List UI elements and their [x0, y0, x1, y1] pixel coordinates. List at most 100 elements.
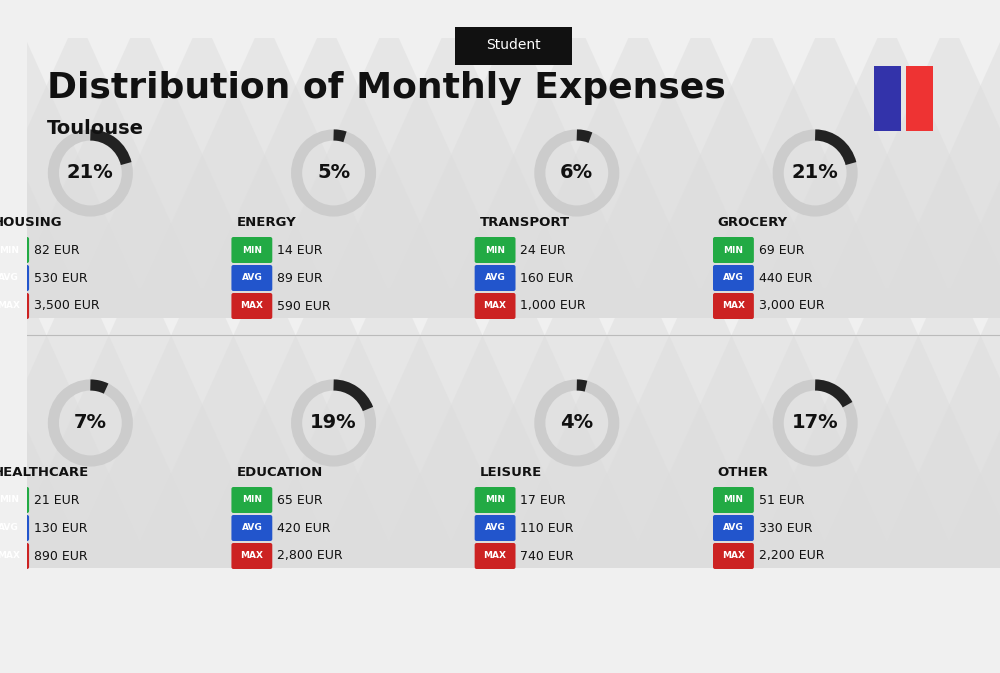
Polygon shape [751, 288, 1000, 568]
Polygon shape [377, 288, 650, 568]
FancyBboxPatch shape [713, 487, 754, 513]
Polygon shape [0, 38, 152, 318]
Text: 51 EUR: 51 EUR [759, 493, 804, 507]
FancyBboxPatch shape [0, 487, 29, 513]
FancyBboxPatch shape [475, 265, 516, 291]
Polygon shape [191, 288, 463, 568]
Text: MIN: MIN [242, 246, 262, 254]
FancyBboxPatch shape [0, 543, 29, 569]
Polygon shape [0, 288, 152, 568]
Text: AVG: AVG [0, 273, 19, 283]
FancyBboxPatch shape [231, 515, 272, 541]
Text: MIN: MIN [723, 246, 743, 254]
Text: HEALTHCARE: HEALTHCARE [0, 466, 89, 479]
Polygon shape [128, 288, 401, 568]
Text: AVG: AVG [241, 524, 262, 532]
Text: 1,000 EUR: 1,000 EUR [520, 299, 586, 312]
Text: GROCERY: GROCERY [718, 217, 788, 229]
Polygon shape [66, 288, 338, 568]
FancyBboxPatch shape [231, 293, 272, 319]
Polygon shape [0, 38, 214, 318]
FancyBboxPatch shape [231, 487, 272, 513]
Text: MIN: MIN [242, 495, 262, 505]
FancyBboxPatch shape [475, 543, 516, 569]
Text: MIN: MIN [723, 495, 743, 505]
Polygon shape [689, 38, 961, 318]
Text: MIN: MIN [0, 495, 19, 505]
Polygon shape [751, 38, 1000, 318]
Text: MAX: MAX [484, 551, 507, 561]
Polygon shape [875, 38, 1000, 318]
Text: 530 EUR: 530 EUR [34, 271, 88, 285]
Text: AVG: AVG [485, 273, 505, 283]
Polygon shape [0, 288, 27, 568]
Polygon shape [938, 38, 1000, 318]
FancyBboxPatch shape [713, 543, 754, 569]
Text: 6%: 6% [560, 164, 593, 182]
Text: 21%: 21% [67, 164, 114, 182]
Polygon shape [0, 288, 214, 568]
Polygon shape [440, 38, 712, 318]
Polygon shape [0, 38, 27, 318]
Text: 17%: 17% [792, 413, 838, 433]
Text: OTHER: OTHER [718, 466, 769, 479]
Text: AVG: AVG [241, 273, 262, 283]
Polygon shape [0, 38, 89, 318]
Text: 5%: 5% [317, 164, 350, 182]
Polygon shape [253, 38, 525, 318]
Text: LEISURE: LEISURE [480, 466, 542, 479]
Text: MAX: MAX [240, 551, 263, 561]
Text: 330 EUR: 330 EUR [759, 522, 812, 534]
Text: AVG: AVG [723, 273, 744, 283]
Polygon shape [689, 288, 961, 568]
Text: 890 EUR: 890 EUR [34, 549, 88, 563]
Polygon shape [875, 288, 1000, 568]
FancyBboxPatch shape [874, 65, 901, 131]
Text: 160 EUR: 160 EUR [520, 271, 574, 285]
Polygon shape [564, 288, 837, 568]
Text: 65 EUR: 65 EUR [277, 493, 323, 507]
Text: 130 EUR: 130 EUR [34, 522, 87, 534]
FancyBboxPatch shape [0, 237, 29, 263]
Text: 21%: 21% [792, 164, 839, 182]
Text: ENERGY: ENERGY [236, 217, 296, 229]
Text: 590 EUR: 590 EUR [277, 299, 331, 312]
Polygon shape [315, 38, 588, 318]
Text: MAX: MAX [0, 551, 20, 561]
FancyBboxPatch shape [713, 265, 754, 291]
Polygon shape [191, 38, 463, 318]
Text: MIN: MIN [0, 246, 19, 254]
Text: 7%: 7% [74, 413, 107, 433]
Text: 740 EUR: 740 EUR [520, 549, 574, 563]
Text: 69 EUR: 69 EUR [759, 244, 804, 256]
Text: AVG: AVG [0, 524, 19, 532]
Text: MAX: MAX [0, 302, 20, 310]
Text: 82 EUR: 82 EUR [34, 244, 80, 256]
Text: MIN: MIN [485, 495, 505, 505]
FancyBboxPatch shape [713, 293, 754, 319]
FancyBboxPatch shape [475, 293, 516, 319]
Text: 420 EUR: 420 EUR [277, 522, 331, 534]
Polygon shape [66, 38, 338, 318]
Text: 3,500 EUR: 3,500 EUR [34, 299, 100, 312]
Polygon shape [4, 38, 276, 318]
Polygon shape [315, 288, 588, 568]
Text: Toulouse: Toulouse [47, 118, 144, 137]
Polygon shape [813, 288, 1000, 568]
FancyBboxPatch shape [231, 543, 272, 569]
Polygon shape [253, 288, 525, 568]
Text: HOUSING: HOUSING [0, 217, 63, 229]
FancyBboxPatch shape [0, 265, 29, 291]
Text: 17 EUR: 17 EUR [520, 493, 566, 507]
Text: MAX: MAX [240, 302, 263, 310]
Text: Student: Student [486, 38, 541, 52]
Polygon shape [377, 38, 650, 318]
Text: TRANSPORT: TRANSPORT [480, 217, 570, 229]
Polygon shape [502, 288, 774, 568]
Text: 19%: 19% [310, 413, 357, 433]
Polygon shape [440, 288, 712, 568]
Polygon shape [4, 288, 276, 568]
Text: 3,000 EUR: 3,000 EUR [759, 299, 824, 312]
Polygon shape [813, 38, 1000, 318]
Text: 110 EUR: 110 EUR [520, 522, 574, 534]
